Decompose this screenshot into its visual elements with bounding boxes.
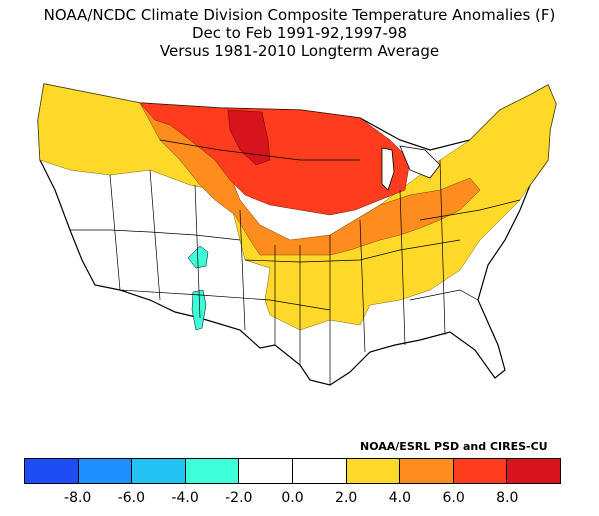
legend-swatch-1 bbox=[78, 459, 133, 483]
anomaly-region-6to8 bbox=[139, 102, 411, 216]
lake-michigan bbox=[381, 147, 395, 191]
legend-swatch-2 bbox=[132, 459, 186, 483]
legend-tick-label: 6.0 bbox=[442, 490, 465, 506]
legend-swatch-4 bbox=[239, 459, 293, 483]
legend-swatch-8 bbox=[453, 459, 508, 483]
legend-swatch-5 bbox=[292, 459, 347, 483]
legend-tick-label: -8.0 bbox=[64, 490, 92, 506]
title-line-2: Dec to Feb 1991-92,1997-98 bbox=[191, 24, 408, 42]
legend-swatch-7 bbox=[400, 459, 454, 483]
legend-tick-label: -2.0 bbox=[225, 490, 253, 506]
legend-swatch-9 bbox=[507, 459, 560, 483]
title-line-3: Versus 1981-2010 Longterm Average bbox=[159, 42, 440, 60]
anomaly-region-above8 bbox=[227, 109, 271, 166]
legend-tick-label: -6.0 bbox=[117, 490, 146, 506]
legend-tick-label: 8.0 bbox=[496, 490, 519, 506]
title-line-1: NOAA/NCDC Climate Division Composite Tem… bbox=[43, 6, 556, 24]
legend-ticks: -8.0 -6.0 -4.0 -2.0 0.0 2.0 4.0 6.0 8.0 bbox=[24, 490, 561, 508]
state-boundaries bbox=[70, 139, 521, 385]
anomaly-region-minus2-newmexico bbox=[191, 289, 207, 331]
data-credit: NOAA/ESRL PSD and CIRES-CU bbox=[360, 440, 548, 453]
legend-swatch-3 bbox=[185, 459, 240, 483]
legend-swatch-0 bbox=[25, 459, 79, 483]
legend-swatch-6 bbox=[346, 459, 401, 483]
legend-tick-label: -4.0 bbox=[171, 490, 199, 506]
legend-tick-label: 4.0 bbox=[388, 490, 412, 506]
map-title: NOAA/NCDC Climate Division Composite Tem… bbox=[0, 6, 599, 60]
color-legend bbox=[24, 458, 561, 484]
legend-tick-label: 0.0 bbox=[281, 490, 304, 506]
lake-erie-huron bbox=[399, 145, 441, 179]
legend-tick-label: 2.0 bbox=[335, 490, 358, 506]
